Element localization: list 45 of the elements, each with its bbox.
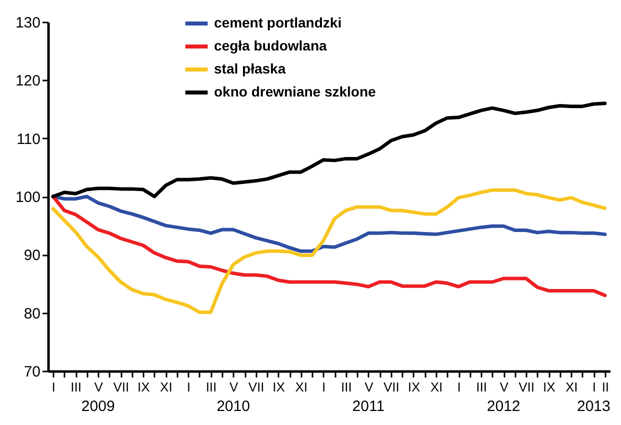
x-tick-label: V [500,380,509,394]
x-tick-label: XI [160,380,172,394]
y-tick-label: 80 [24,305,40,322]
y-tick-label: 100 [15,189,40,206]
x-tick-label: V [229,380,238,394]
x-tick-label: III [206,380,217,394]
y-tick-label: 90 [24,247,40,264]
x-tick-label: XI [565,380,578,394]
x-tick-label: XI [430,380,443,394]
x-tick-label: VII [383,380,400,394]
legend-label: cegła budowlana [214,38,328,54]
x-tick-label: IX [408,380,420,394]
x-tick-label: IX [272,380,286,394]
text: 2010 [216,398,250,415]
x-tick-label: VII [518,380,535,394]
x-tick-label: I [186,380,191,394]
text: 2012 [486,398,520,415]
x-tick-label: XI [295,380,308,394]
x-tick-label: III [70,380,82,394]
x-tick-label: IX [542,380,556,394]
y-tick-label: 120 [15,72,40,90]
y-tick-label: 70 [24,364,40,380]
text: 2011 [352,398,385,415]
x-tick-label: I [457,380,461,394]
x-tick-label: I [322,380,326,394]
text: 2013 [576,398,610,415]
line-series [51,194,607,298]
x-tick-label: IX [138,380,150,394]
x-tick-label: I [52,380,56,394]
x-tick-label: II [602,380,610,394]
text: 2009 [81,398,115,415]
legend-label: okno drewniane szklone [214,84,376,100]
y-tick-label: 130 [15,14,40,32]
y-tick-label: 110 [16,130,40,148]
x-tick-label: VII [248,380,264,394]
x-tick-label: VII [113,380,130,394]
x-tick-label: III [340,380,352,394]
x-tick-label: V [364,380,374,394]
x-tick-label: V [94,380,104,394]
x-tick-label: III [476,380,487,394]
legend-label: cement portlandzki [214,14,342,30]
line-series [51,194,607,253]
x-tick-label: I [592,380,596,394]
legend-label: stal płaska [214,60,286,76]
line-series [51,188,607,314]
